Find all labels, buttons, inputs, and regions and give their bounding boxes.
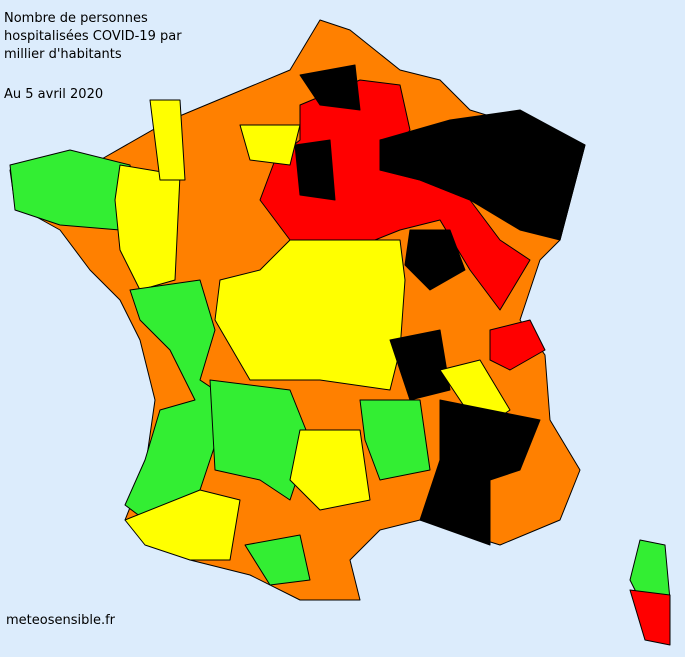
zone-green-central-south <box>209 379 311 501</box>
zone-black-center-east <box>404 229 466 291</box>
zone-black-paris <box>294 139 336 201</box>
source: meteosensible.fr <box>6 613 116 628</box>
title-line: Nombre de personnes <box>4 11 148 26</box>
date: Au 5 avril 2020 <box>4 87 103 102</box>
zone-yellow-normandy <box>149 99 186 181</box>
zone-black-southeast <box>419 399 541 546</box>
zone-red-alps <box>489 319 546 371</box>
zone-green-auvergne <box>359 399 431 481</box>
france-map <box>9 19 671 646</box>
title-line: hospitalisées COVID-19 par <box>4 29 182 44</box>
zone-black-north <box>299 64 361 111</box>
zone-black-northeast <box>379 109 586 241</box>
zone-yellow-center <box>214 239 406 391</box>
zone-yellow-south <box>289 429 371 511</box>
zone-black-rhone <box>389 329 451 401</box>
zone-yellow-eure <box>239 124 301 166</box>
zone-yellow-southwest <box>124 489 241 561</box>
zone-green-pyrenees <box>244 534 311 586</box>
corsica-south <box>629 589 671 646</box>
zone-red-north <box>259 79 531 311</box>
title-line: millier d'habitants <box>4 47 122 62</box>
